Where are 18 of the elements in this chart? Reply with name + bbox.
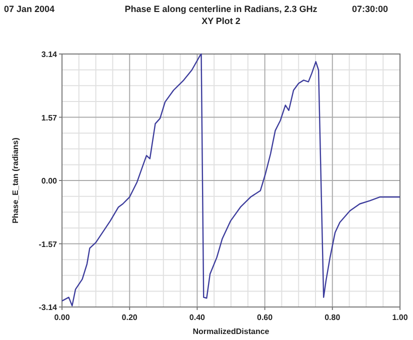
x-tick-label: 0.60 — [257, 313, 274, 322]
x-tick-label: 1.00 — [392, 313, 408, 322]
y-tick-label: 0.00 — [41, 176, 58, 186]
y-tick-label: 1.57 — [41, 113, 58, 122]
y-tick-label: -1.57 — [38, 240, 58, 249]
y-axis-title: Phase_E_tan (radians) — [11, 137, 20, 224]
x-axis-title: NormalizedDistance — [192, 327, 270, 336]
chart-subtitle: XY Plot 2 — [202, 16, 240, 26]
y-tick-label: 3.14 — [41, 50, 58, 59]
line-series — [61, 53, 401, 306]
x-tick-label: 0.20 — [122, 313, 138, 322]
x-tick-label: 0.00 — [54, 313, 70, 322]
x-tick-label: 0.40 — [189, 313, 206, 322]
y-tick-label: -3.14 — [38, 303, 58, 312]
text: 07 Jan 2004 — [4, 4, 55, 14]
text: 07:30:00 — [352, 4, 388, 14]
x-tick-label: 0.80 — [324, 313, 341, 322]
chart-title: Phase E along centerline in Radians, 2.3 GHz — [124, 4, 318, 14]
